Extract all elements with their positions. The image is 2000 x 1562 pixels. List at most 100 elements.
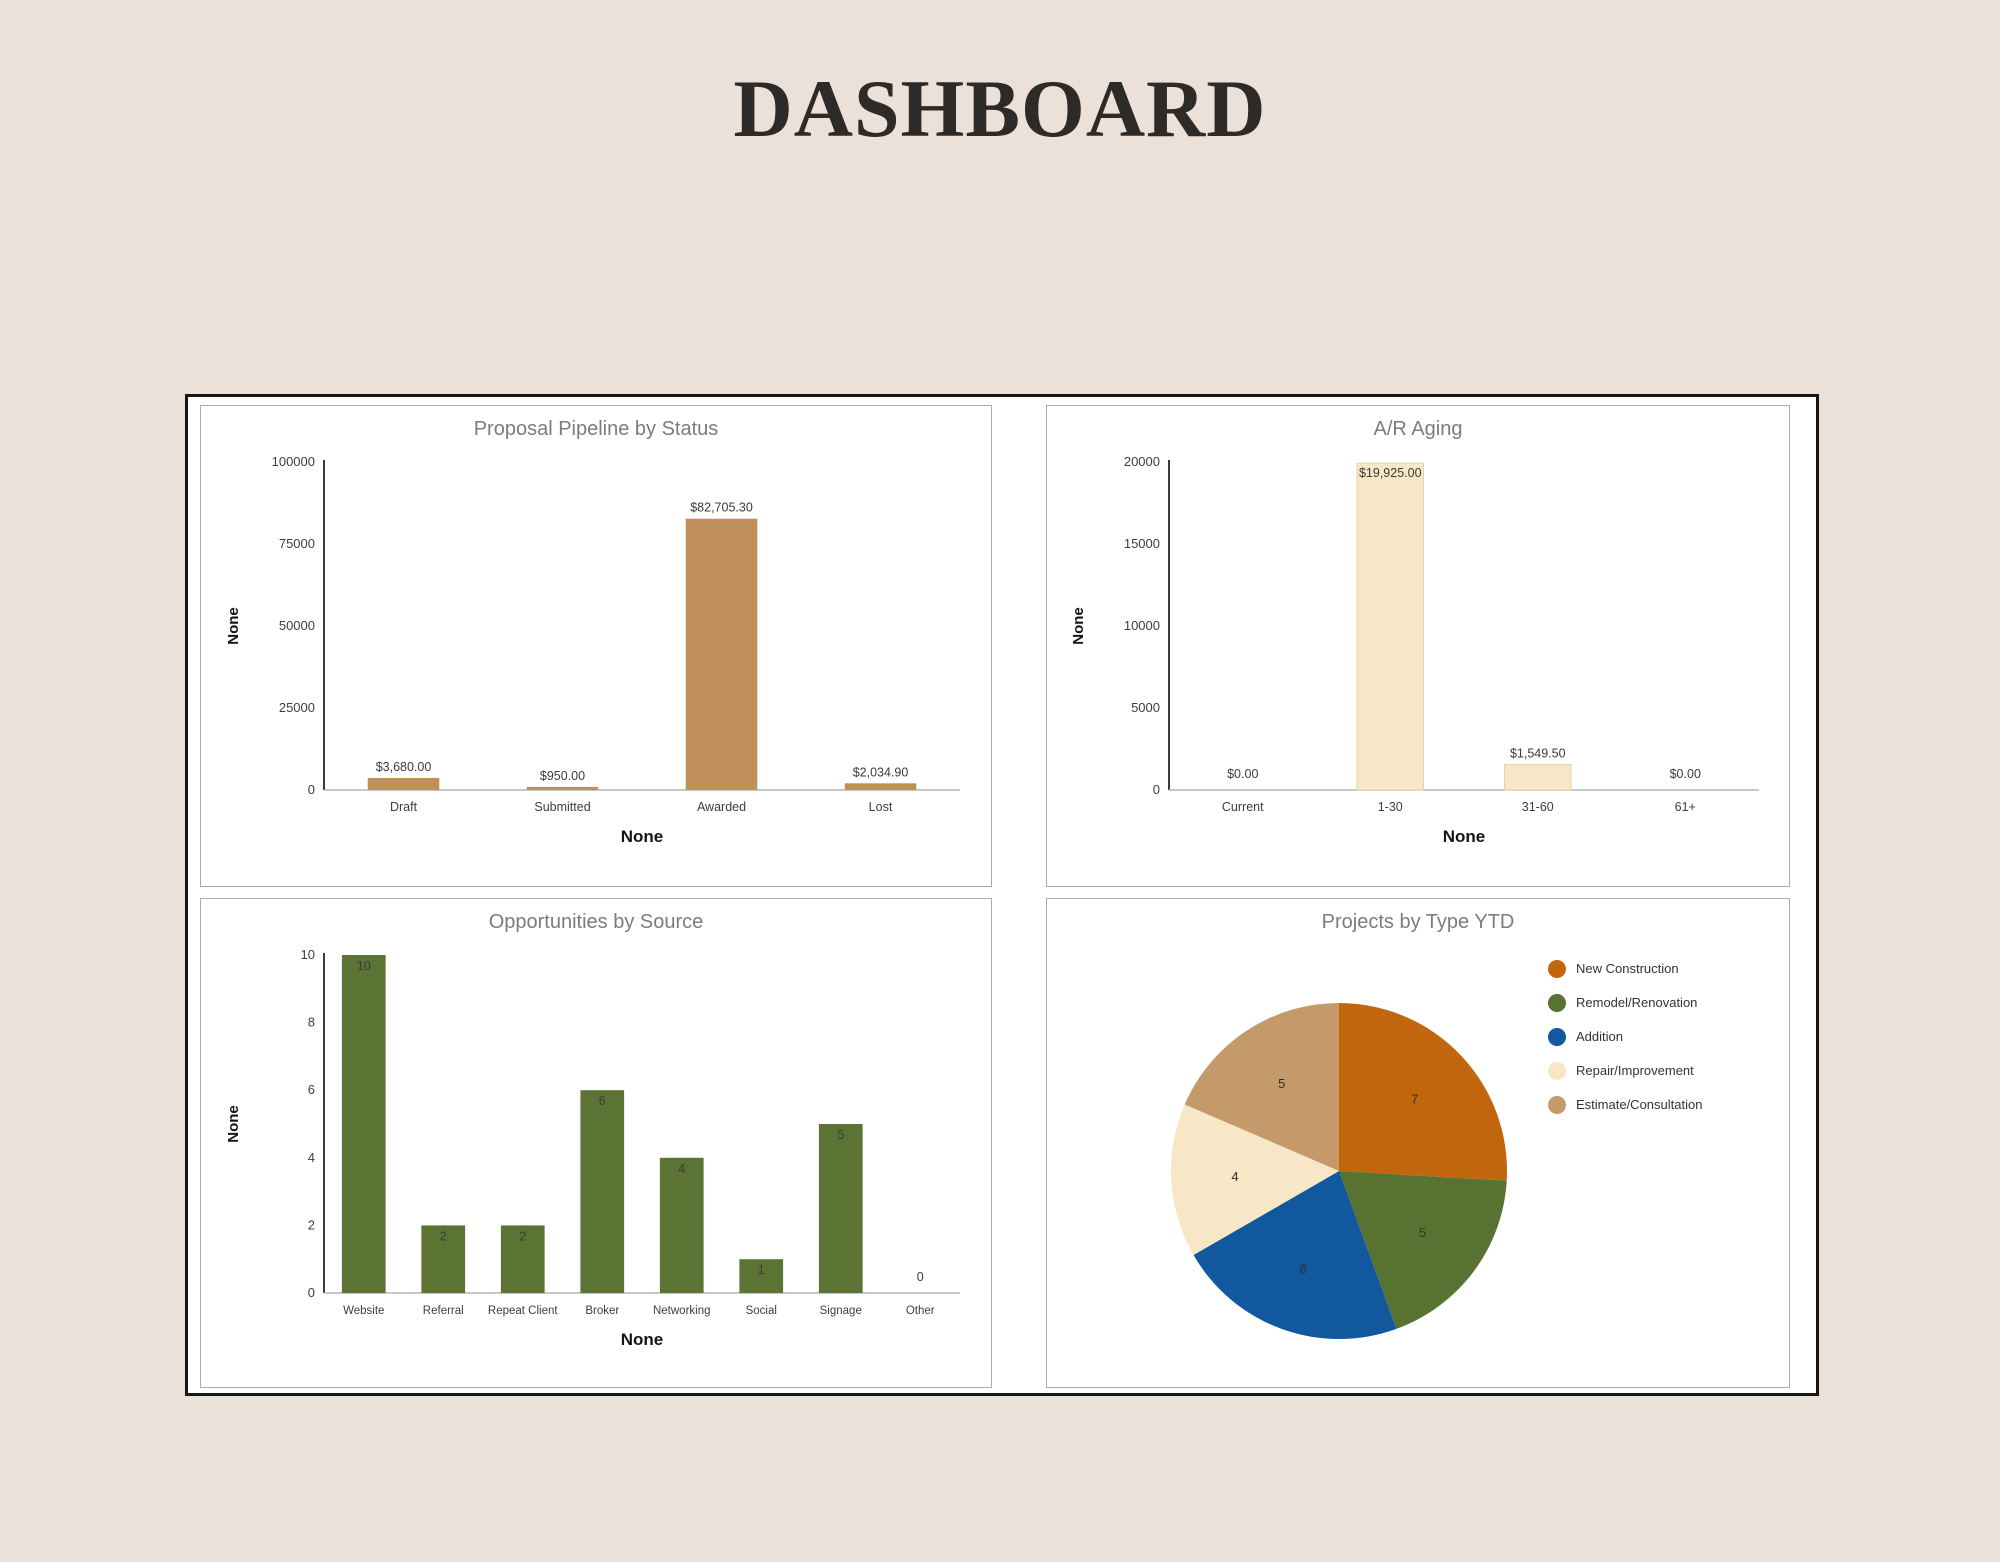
legend-swatch-Repair/Improvement xyxy=(1548,1062,1566,1080)
charts-grid: Proposal Pipeline by Status 0 25000 50000 7… xyxy=(188,397,1816,1388)
legend-label: New Construction xyxy=(1576,961,1679,976)
legend-swatch-Addition xyxy=(1548,1028,1566,1046)
y-tick-label: 20000 xyxy=(1124,454,1160,469)
y-tick-label: 100000 xyxy=(272,454,315,469)
y-tick-label: 0 xyxy=(1153,782,1160,797)
y-tick-label: 5000 xyxy=(1131,700,1160,715)
x-tick-label: Referral xyxy=(423,1305,464,1317)
y-tick-label: 25000 xyxy=(279,700,315,715)
pie-slice-label: 5 xyxy=(1419,1225,1426,1240)
value-label: $0.00 xyxy=(1227,767,1258,781)
legend-swatch-Remodel/Renovation xyxy=(1548,994,1566,1012)
pie-slice-Estimate/Consultation xyxy=(1184,1003,1339,1171)
value-label: $1,549.50 xyxy=(1510,747,1566,761)
x-tick-label: Current xyxy=(1222,800,1264,814)
chart-title-opportunities-by-source: Opportunities by Source xyxy=(488,911,704,933)
proposal-pipeline-bar-chart: 0 25000 50000 75000 100000 $3,680.00 Draft $950… xyxy=(225,454,960,846)
pie-slice-Addition xyxy=(1193,1171,1397,1340)
y-tick-label: 75000 xyxy=(279,536,315,551)
value-label: 1 xyxy=(758,1263,765,1277)
y-tick-label: 10000 xyxy=(1124,618,1160,633)
panel-opportunities-by-source: Opportunities by Source 0 2 4 6 8 10 10 Website… xyxy=(200,898,992,1388)
panel-projects-by-type: Projects by Type YTD 7 5 6 4 5 New Constructi… xyxy=(1046,898,1790,1388)
value-label: 6 xyxy=(599,1094,606,1108)
pie-slice-Remodel/Renovation xyxy=(1339,1171,1507,1329)
panel-proposal-pipeline: Proposal Pipeline by Status 0 25000 50000 7… xyxy=(200,405,992,887)
y-tick-label: 50000 xyxy=(279,618,315,633)
bar-Networking xyxy=(659,1157,704,1293)
x-tick-label: Awarded xyxy=(697,800,746,814)
value-label: $0.00 xyxy=(1670,767,1701,781)
y-tick-label: 4 xyxy=(308,1150,315,1165)
value-label: $950.00 xyxy=(540,769,585,783)
y-tick-label: 15000 xyxy=(1124,536,1160,551)
bar-Broker xyxy=(580,1090,625,1293)
x-axis-title: None xyxy=(621,1330,664,1349)
value-label: $19,925.00 xyxy=(1359,466,1422,480)
bar-Referral xyxy=(421,1225,466,1293)
value-label: $82,705.30 xyxy=(690,501,753,515)
legend-label: Estimate/Consultation xyxy=(1576,1097,1702,1112)
y-tick-label: 10 xyxy=(301,947,315,962)
legend-label: Repair/Improvement xyxy=(1576,1063,1694,1078)
value-label: $2,034.90 xyxy=(853,765,909,779)
bar-Submitted xyxy=(526,786,599,790)
pie-slice-label: 7 xyxy=(1411,1092,1418,1107)
pie-slice-label: 4 xyxy=(1231,1169,1238,1184)
x-tick-label: Other xyxy=(906,1305,935,1317)
legend-swatch-Estimate/Consultation xyxy=(1548,1096,1566,1114)
pie-slice-label: 6 xyxy=(1300,1261,1307,1276)
dashboard-container: Proposal Pipeline by Status 0 25000 50000 7… xyxy=(185,394,1819,1396)
y-tick-label: 6 xyxy=(308,1082,315,1097)
bar-1-30 xyxy=(1356,462,1424,791)
x-axis-title: None xyxy=(621,827,664,846)
x-tick-label: Signage xyxy=(820,1305,862,1317)
bar-Signage xyxy=(818,1124,863,1293)
value-label: 2 xyxy=(440,1229,447,1243)
dashboard-page: DASHBOARD Proposal Pipeline by Status 0 2… xyxy=(0,62,2000,1396)
value-label: 4 xyxy=(678,1162,685,1176)
pie-slice-New Construction xyxy=(1339,1003,1508,1181)
y-axis-title: None xyxy=(225,607,242,645)
value-label: 0 xyxy=(917,1270,924,1284)
ar-aging-bar-chart: 0 5000 10000 15000 20000 $0.00 Current $19,925.… xyxy=(1070,454,1759,846)
y-axis-title: None xyxy=(225,1105,242,1143)
y-tick-label: 0 xyxy=(308,1285,315,1300)
x-tick-label: Lost xyxy=(869,800,893,814)
value-label: 2 xyxy=(519,1229,526,1243)
legend-label: Remodel/Renovation xyxy=(1576,995,1697,1010)
bar-Awarded xyxy=(685,518,758,790)
x-tick-label: Networking xyxy=(653,1305,711,1317)
bar-Website xyxy=(341,955,386,1293)
pie-slice-label: 5 xyxy=(1278,1076,1285,1091)
x-tick-label: Broker xyxy=(585,1305,619,1317)
bar-Repeat Client xyxy=(500,1225,545,1293)
y-tick-label: 2 xyxy=(308,1217,315,1232)
x-tick-label: Submitted xyxy=(534,800,590,814)
value-label: $3,680.00 xyxy=(376,760,432,774)
value-label: 5 xyxy=(837,1128,844,1142)
bar-Social xyxy=(739,1259,784,1293)
y-tick-label: 8 xyxy=(308,1015,315,1030)
x-tick-label: Draft xyxy=(390,800,418,814)
x-axis-title: None xyxy=(1443,827,1486,846)
panel-ar-aging: A/R Aging 0 5000 10000 15000 20000 $0.00 Curre… xyxy=(1046,405,1790,887)
bar-Draft xyxy=(367,777,440,790)
chart-title-projects-by-type: Projects by Type YTD xyxy=(1321,911,1515,933)
chart-title-proposal-pipeline: Proposal Pipeline by Status xyxy=(473,418,719,440)
x-tick-label: Social xyxy=(746,1305,777,1317)
x-tick-label: Website xyxy=(343,1305,384,1317)
x-tick-label: 31-60 xyxy=(1522,800,1554,814)
legend-label: Addition xyxy=(1576,1029,1623,1044)
chart-title-ar-aging: A/R Aging xyxy=(1373,418,1463,440)
pie-slice-Repair/Improvement xyxy=(1171,1104,1339,1255)
x-tick-label: 1-30 xyxy=(1378,800,1403,814)
x-tick-label: 61+ xyxy=(1675,800,1696,814)
value-label: 10 xyxy=(357,959,371,973)
x-tick-label: Repeat Client xyxy=(488,1305,558,1317)
legend-swatch-New Construction xyxy=(1548,960,1566,978)
projects-by-type-pie-chart: 7 5 6 4 5 New Construction Remodel/Renovation A… xyxy=(1171,960,1702,1340)
bar-31-60 xyxy=(1504,764,1572,791)
page-title: DASHBOARD xyxy=(733,63,1267,154)
